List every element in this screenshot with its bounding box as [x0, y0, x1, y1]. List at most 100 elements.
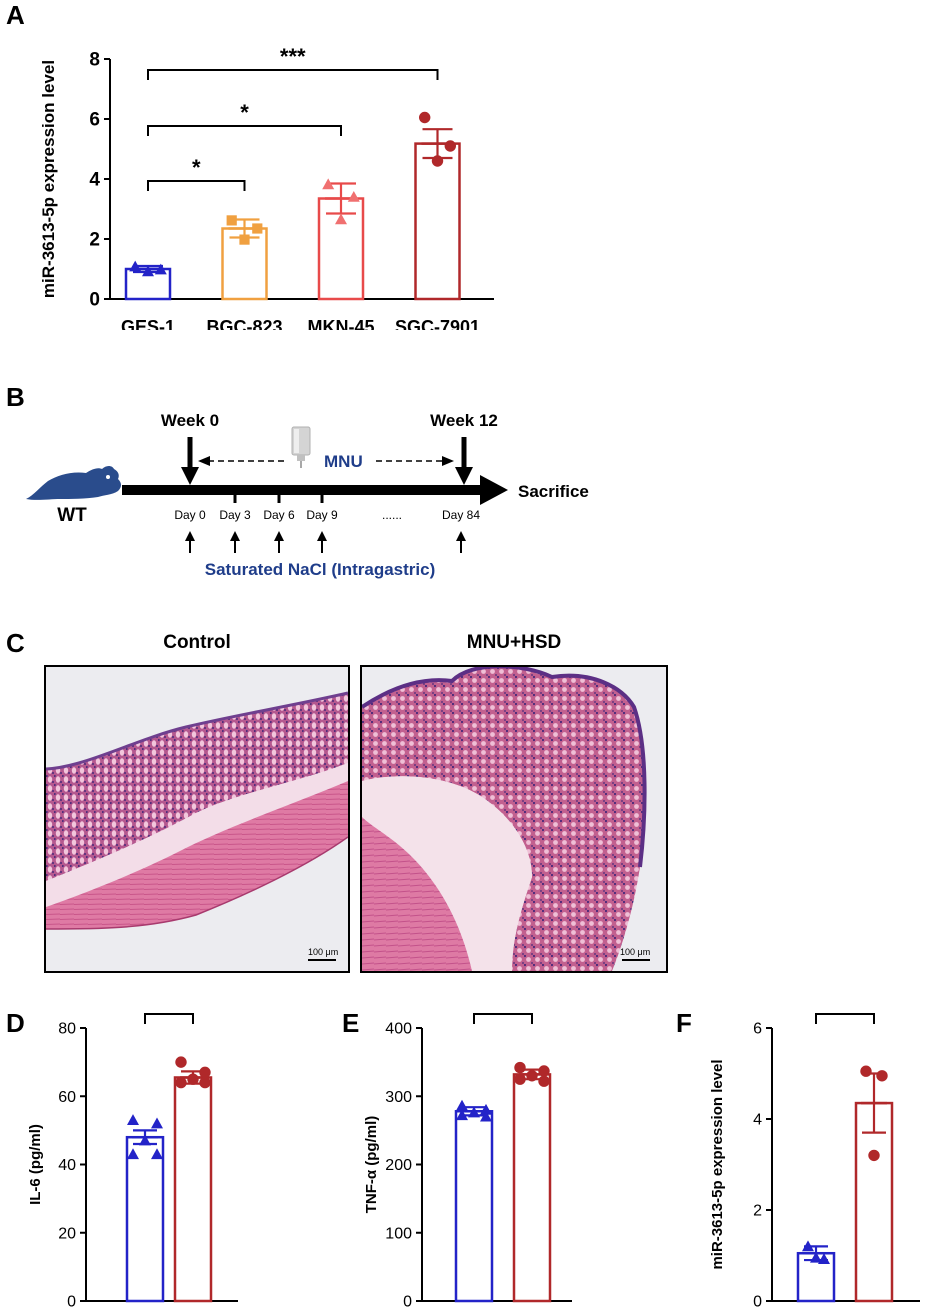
gavage-arrow-head — [456, 531, 466, 541]
x-tick-label: MKN-45 — [307, 317, 374, 330]
day-label: Day 9 — [306, 508, 338, 522]
y-axis-label: miR-3613-5p expression level — [709, 1059, 726, 1269]
data-point — [335, 214, 347, 225]
y-tick-label: 0 — [403, 1294, 412, 1311]
data-point — [151, 1148, 163, 1159]
week-12-down-arrow — [455, 467, 473, 485]
data-point — [239, 235, 249, 245]
gavage-arrow-head — [230, 531, 240, 541]
y-tick-label: 0 — [753, 1294, 762, 1311]
data-point — [151, 1118, 163, 1129]
data-point — [127, 1114, 139, 1125]
significance-bracket — [816, 1014, 874, 1024]
chart-a-expression-cell-lines: 0 2 4 6 8 miR-3613-5p expression level GES-1 BG… — [0, 0, 934, 330]
data-point — [175, 1056, 186, 1067]
y-tick-label: 100 — [385, 1225, 412, 1242]
x-tick-label: SGC-7901 — [395, 317, 480, 330]
significance-bracket — [148, 181, 245, 191]
y-axis-label: TNF-α (pg/ml) — [363, 1116, 380, 1214]
mouse-strain-label: WT — [57, 505, 87, 526]
y-tick-label: 6 — [753, 1021, 762, 1038]
day-label: Day 3 — [219, 508, 251, 522]
significance-bracket — [145, 1014, 193, 1024]
significance-label: * * — [836, 1010, 854, 1012]
day-label: Day 6 — [263, 508, 295, 522]
significance-bracket — [148, 126, 341, 136]
data-point — [199, 1077, 210, 1088]
x-tick-label: BGC-823 — [206, 317, 282, 330]
dashed-right-arrowhead — [442, 456, 454, 466]
data-point — [538, 1076, 549, 1087]
week-0-down-arrow — [181, 467, 199, 485]
day-markers: Day 0 Day 3 Day 6 Day 9...... Day 84 — [174, 493, 480, 553]
y-tick-label: 400 — [385, 1021, 412, 1038]
data-point — [252, 223, 262, 233]
data-point — [876, 1070, 887, 1081]
gavage-label: Saturated NaCl (Intragastric) — [205, 560, 436, 579]
y-tick-label: 4 — [89, 170, 100, 191]
mouse-icon — [26, 466, 121, 500]
data-point — [445, 140, 456, 151]
y-axis-label: IL-6 (pg/ml) — [27, 1124, 44, 1205]
y-tick-label: 0 — [89, 290, 100, 311]
gavage-arrow-head — [185, 531, 195, 541]
y-tick-label: 0 — [67, 1294, 76, 1311]
data-point — [526, 1070, 537, 1081]
y-tick-label: 6 — [89, 110, 100, 131]
significance-label: *** — [280, 44, 306, 69]
dashed-left-arrowhead — [198, 456, 210, 466]
scale-bar-label: 100 μm — [308, 947, 338, 957]
data-point — [199, 1067, 210, 1078]
significance-label: * * * — [154, 1010, 184, 1012]
y-tick-label: 60 — [58, 1089, 76, 1106]
treatment-label: MNU — [324, 452, 363, 471]
significance-bracket — [148, 70, 438, 80]
data-point — [187, 1073, 198, 1084]
week-end-label: Week 12 — [430, 411, 498, 430]
data-point — [868, 1150, 879, 1161]
y-tick-label: 2 — [89, 230, 100, 251]
y-tick-label: 8 — [89, 50, 100, 71]
significance-label: * — [192, 155, 201, 180]
histology-mnu-title: MNU+HSD — [360, 632, 668, 654]
y-tick-label: 20 — [58, 1225, 76, 1242]
y-tick-label: 200 — [385, 1157, 412, 1174]
data-point — [175, 1077, 186, 1088]
data-point — [538, 1065, 549, 1076]
bar — [456, 1111, 492, 1301]
day-label: Day 84 — [442, 508, 480, 522]
data-point — [514, 1062, 525, 1073]
week-start-label: Week 0 — [161, 411, 219, 430]
y-tick-label: 40 — [58, 1157, 76, 1174]
bar — [416, 144, 460, 299]
data-point — [227, 215, 237, 225]
bar — [127, 1137, 163, 1301]
timeline-arrowhead — [480, 475, 508, 505]
data-point — [514, 1073, 525, 1084]
y-tick-label: 80 — [58, 1021, 76, 1038]
data-point — [860, 1066, 871, 1077]
y-axis-label: miR-3613-5p expression level — [39, 60, 58, 298]
data-point — [419, 112, 430, 123]
day-label: Day 0 — [174, 508, 206, 522]
data-point — [456, 1100, 468, 1111]
day-label: ...... — [382, 508, 402, 522]
x-tick-label: GES-1 — [121, 317, 175, 330]
data-point — [127, 1148, 139, 1159]
endpoint-label: Sacrifice — [518, 482, 589, 501]
data-point — [348, 191, 360, 202]
gavage-arrow-head — [274, 531, 284, 541]
panel-label-c: C — [6, 628, 25, 659]
histology-control-title: Control — [44, 632, 350, 654]
chart-f-mir-expression: 0246miR-3613-5p expression levelSalineMN… — [672, 1010, 934, 1315]
histology-mnu-image: 100 μm — [360, 665, 668, 973]
significance-bracket — [474, 1014, 532, 1024]
bar — [175, 1077, 211, 1301]
y-tick-label: 2 — [753, 1203, 762, 1220]
y-tick-label: 4 — [753, 1112, 762, 1129]
significance-label: * * * — [488, 1010, 518, 1012]
significance-label: * — [240, 100, 249, 125]
data-point — [432, 155, 443, 166]
scale-bar-label: 100 μm — [620, 947, 650, 957]
bar — [514, 1074, 550, 1301]
